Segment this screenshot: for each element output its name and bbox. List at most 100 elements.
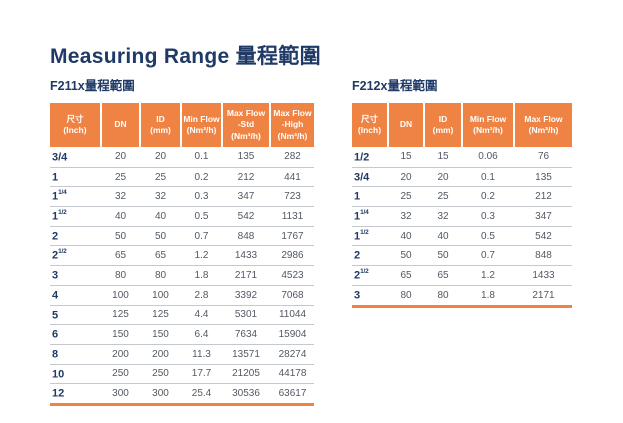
min-flow-cell: 0.3 (194, 191, 209, 203)
header-min-flow: Min Flow (Nm³/h) (182, 103, 221, 147)
size-value: 2 (52, 230, 59, 243)
min-flow-cell: 6.4 (194, 329, 209, 341)
size-fraction-sup: 1/2 (58, 248, 67, 256)
dn-cell: 25 (400, 191, 412, 203)
size-cell: 3 (50, 269, 100, 282)
max-flow-cell: 542 (535, 230, 552, 242)
dn-cell: 50 (114, 230, 127, 242)
id-cell: 100 (152, 289, 169, 301)
max-flow-high-cell: 2986 (281, 250, 304, 262)
dn-cell: 25 (114, 171, 127, 183)
max-flow-high-cell: 1767 (281, 230, 304, 242)
id-cell: 300 (152, 388, 169, 400)
size-value: 3 (354, 289, 361, 302)
id-cell: 80 (154, 269, 167, 281)
dn-cell: 250 (112, 368, 129, 380)
table-row: 5 125 125 4.4 5301 11044 (50, 304, 314, 325)
page-title: Measuring Range 量程範圍 (50, 45, 321, 68)
size-cell: 3 (352, 289, 387, 302)
size-fraction-sup: 1/4 (360, 209, 369, 217)
size-value: 2 (354, 250, 361, 263)
min-flow-cell: 17.7 (191, 368, 212, 380)
header-id: ID (mm) (141, 103, 180, 147)
max-flow-cell: 76 (537, 151, 550, 163)
id-cell: 65 (437, 269, 449, 281)
size-value: 3/4 (52, 151, 68, 164)
table-row: 4 100 100 2.8 3392 7068 (50, 284, 314, 305)
table-row: 2 50 50 0.7 848 (352, 245, 572, 265)
id-cell: 200 (152, 348, 169, 360)
size-value: 2 (354, 269, 361, 282)
min-flow-cell: 0.2 (194, 171, 209, 183)
max-flow-std-cell: 30536 (232, 388, 260, 400)
size-cell: 21/2 (352, 268, 387, 282)
max-flow-cell: 1433 (532, 269, 555, 281)
id-cell: 15 (437, 151, 449, 163)
max-flow-std-cell: 135 (237, 151, 255, 163)
table-row: 21/2 65 65 1.2 1433 (352, 265, 572, 285)
min-flow-cell: 0.5 (194, 210, 209, 222)
size-value: 1 (52, 171, 59, 184)
dn-cell: 40 (400, 230, 412, 242)
max-flow-std-cell: 347 (237, 191, 255, 203)
min-flow-cell: 2.8 (194, 289, 209, 301)
max-flow-cell: 848 (535, 250, 552, 262)
id-cell: 25 (437, 191, 449, 203)
dn-cell: 300 (112, 388, 129, 400)
max-flow-std-cell: 7634 (234, 329, 258, 341)
id-cell: 25 (154, 171, 167, 183)
f212x-section: F212x量程範圍 尺寸 (Inch) DN ID (mm) Min Flow … (352, 79, 572, 308)
table-row: 11/4 32 32 0.3 347 723 (50, 186, 314, 206)
min-flow-cell: 0.5 (481, 230, 495, 242)
dn-cell: 20 (400, 171, 412, 183)
header-size: 尺寸 (Inch) (352, 103, 387, 147)
f212x-table-body: 1/2 15 15 0.06 76 3/4 20 20 0.1 135 1 25… (352, 147, 572, 308)
dn-cell: 200 (112, 348, 129, 360)
min-flow-cell: 1.2 (194, 250, 209, 262)
header-max-flow-high: Max Flow -High (Nm³/h) (271, 103, 314, 147)
max-flow-high-cell: 723 (284, 191, 301, 203)
table-row: 11/4 32 32 0.3 347 (352, 206, 572, 226)
id-cell: 80 (437, 289, 449, 301)
table-row: 2 50 50 0.7 848 1767 (50, 225, 314, 246)
max-flow-high-cell: 4523 (281, 269, 304, 281)
max-flow-high-cell: 63617 (278, 388, 307, 400)
table-row: 3/4 20 20 0.1 135 (352, 166, 572, 187)
table-row: 11/2 40 40 0.5 542 (352, 225, 572, 246)
id-cell: 40 (154, 210, 167, 222)
max-flow-high-cell: 44178 (278, 368, 307, 380)
max-flow-cell: 135 (535, 171, 552, 183)
size-cell: 12 (50, 387, 100, 400)
size-value: 1 (354, 210, 361, 223)
size-value: 3 (52, 269, 59, 282)
dn-cell: 65 (400, 269, 412, 281)
table-row: 1 25 25 0.2 212 (352, 186, 572, 206)
f211x-table-header: 尺寸 (Inch) DN ID (mm) Min Flow (Nm³/h) Ma… (50, 103, 314, 147)
min-flow-cell: 0.7 (194, 230, 209, 242)
size-cell: 21/2 (50, 248, 100, 263)
min-flow-cell: 0.1 (481, 171, 495, 183)
size-cell: 3/4 (352, 171, 387, 183)
min-flow-cell: 25.4 (191, 388, 212, 400)
id-cell: 65 (154, 250, 167, 262)
dn-cell: 32 (114, 191, 127, 203)
f212x-caption: F212x量程範圍 (352, 79, 438, 93)
dn-cell: 40 (114, 210, 127, 222)
id-cell: 50 (437, 250, 449, 262)
dn-cell: 65 (114, 250, 127, 262)
dn-cell: 50 (400, 250, 412, 262)
size-cell: 8 (50, 348, 100, 361)
table-row: 1 25 25 0.2 212 441 (50, 166, 314, 187)
max-flow-high-cell: 441 (284, 171, 301, 183)
size-fraction-sup: 1/2 (360, 228, 369, 236)
size-value: 2 (52, 250, 59, 263)
header-size: 尺寸 (Inch) (50, 103, 100, 147)
id-cell: 20 (154, 151, 167, 163)
min-flow-cell: 0.7 (481, 250, 495, 262)
dn-cell: 32 (400, 210, 412, 222)
max-flow-std-cell: 2171 (234, 269, 258, 281)
max-flow-std-cell: 21205 (232, 368, 260, 380)
max-flow-high-cell: 7068 (281, 289, 304, 301)
size-cell: 5 (50, 309, 100, 321)
size-fraction-sup: 1/2 (360, 268, 369, 276)
